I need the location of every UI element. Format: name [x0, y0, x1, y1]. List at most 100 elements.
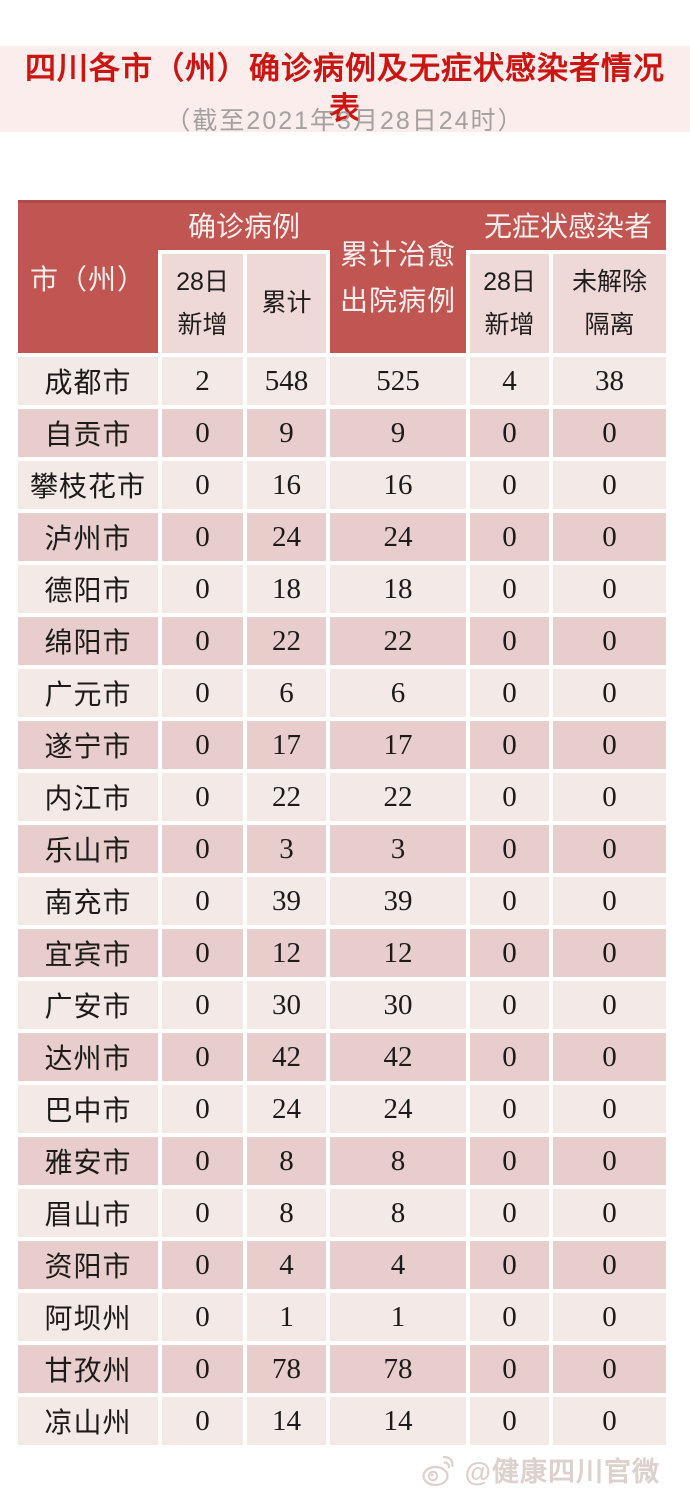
- not-released-quarantine-cell: 0: [553, 409, 666, 457]
- new-cases-cell: 0: [162, 721, 243, 769]
- asymptomatic-new-cell: 0: [470, 1189, 549, 1237]
- asymptomatic-new-cell: 0: [470, 1137, 549, 1185]
- city-cell: 巴中市: [18, 1085, 158, 1133]
- asymptomatic-new-cell: 0: [470, 773, 549, 821]
- table-row: 达州市 0 42 42 0 0: [18, 1033, 666, 1081]
- new-cases-cell: 0: [162, 565, 243, 613]
- cured-discharged-cell: 8: [330, 1189, 466, 1237]
- asymptomatic-new-cell: 0: [470, 1085, 549, 1133]
- cured-discharged-cell: 14: [330, 1397, 466, 1445]
- cured-discharged-cell: 22: [330, 617, 466, 665]
- cured-discharged-cell: 39: [330, 877, 466, 925]
- cumulative-cases-cell: 12: [247, 929, 326, 977]
- not-released-quarantine-cell: 0: [553, 669, 666, 717]
- city-cell: 广元市: [18, 669, 158, 717]
- page-subtitle: （截至2021年3月28日24时）: [165, 107, 525, 135]
- not-released-quarantine-cell: 0: [553, 721, 666, 769]
- asymptomatic-new-cell: 0: [470, 1345, 549, 1393]
- new-cases-cell: 0: [162, 409, 243, 457]
- cured-discharged-cell: 3: [330, 825, 466, 873]
- header-group-cured: 累计治愈 出院病例: [330, 200, 466, 353]
- new-cases-cell: 0: [162, 513, 243, 561]
- new-cases-cell: 0: [162, 825, 243, 873]
- cured-discharged-cell: 9: [330, 409, 466, 457]
- city-cell: 内江市: [18, 773, 158, 821]
- asymptomatic-new-cell: 0: [470, 1397, 549, 1445]
- cured-discharged-cell: 24: [330, 513, 466, 561]
- city-cell: 德阳市: [18, 565, 158, 613]
- city-cell: 甘孜州: [18, 1345, 158, 1393]
- cured-discharged-cell: 525: [330, 357, 466, 405]
- asymptomatic-new-cell: 4: [470, 357, 549, 405]
- cured-discharged-cell: 12: [330, 929, 466, 977]
- header-sub-new-confirmed: 28日 新增: [162, 254, 243, 353]
- city-cell: 宜宾市: [18, 929, 158, 977]
- asymptomatic-new-cell: 0: [470, 825, 549, 873]
- cumulative-cases-cell: 24: [247, 1085, 326, 1133]
- cumulative-cases-cell: 16: [247, 461, 326, 509]
- table-row: 雅安市 0 8 8 0 0: [18, 1137, 666, 1185]
- table-row: 遂宁市 0 17 17 0 0: [18, 721, 666, 769]
- header-sub-not-released: 未解除 隔离: [553, 254, 666, 353]
- not-released-quarantine-cell: 0: [553, 513, 666, 561]
- not-released-quarantine-cell: 0: [553, 1033, 666, 1081]
- new-cases-cell: 0: [162, 877, 243, 925]
- cured-discharged-cell: 18: [330, 565, 466, 613]
- cumulative-cases-cell: 3: [247, 825, 326, 873]
- asymptomatic-new-cell: 0: [470, 721, 549, 769]
- table-row: 广元市 0 6 6 0 0: [18, 669, 666, 717]
- cured-discharged-cell: 6: [330, 669, 466, 717]
- cumulative-cases-cell: 6: [247, 669, 326, 717]
- header-sub-new-asymptomatic-line2: 新增: [484, 310, 535, 339]
- cumulative-cases-cell: 24: [247, 513, 326, 561]
- not-released-quarantine-cell: 0: [553, 773, 666, 821]
- asymptomatic-new-cell: 0: [470, 565, 549, 613]
- new-cases-cell: 0: [162, 1085, 243, 1133]
- asymptomatic-new-cell: 0: [470, 877, 549, 925]
- cumulative-cases-cell: 1: [247, 1293, 326, 1341]
- new-cases-cell: 0: [162, 461, 243, 509]
- asymptomatic-new-cell: 0: [470, 669, 549, 717]
- header-sub-new-confirmed-line2: 新增: [177, 310, 228, 339]
- not-released-quarantine-cell: 0: [553, 1241, 666, 1289]
- asymptomatic-new-cell: 0: [470, 461, 549, 509]
- cumulative-cases-cell: 18: [247, 565, 326, 613]
- not-released-quarantine-cell: 0: [553, 1293, 666, 1341]
- table-header: 市（州） 确诊病例 累计治愈 出院病例 无症状感染者 28日 新增 累计 28日…: [18, 200, 666, 353]
- header-sub-new-asymptomatic: 28日 新增: [470, 254, 549, 353]
- table-row: 攀枝花市 0 16 16 0 0: [18, 461, 666, 509]
- new-cases-cell: 0: [162, 1293, 243, 1341]
- table-row: 阿坝州 0 1 1 0 0: [18, 1293, 666, 1341]
- new-cases-cell: 0: [162, 1241, 243, 1289]
- weibo-icon: [422, 1455, 454, 1486]
- title-wrap: 四川各市（州）确诊病例及无症状感染者情况表: [0, 46, 690, 132]
- city-cell: 凉山州: [18, 1397, 158, 1445]
- not-released-quarantine-cell: 0: [553, 1345, 666, 1393]
- not-released-quarantine-cell: 0: [553, 1137, 666, 1185]
- new-cases-cell: 0: [162, 1189, 243, 1237]
- city-cell: 攀枝花市: [18, 461, 158, 509]
- cured-discharged-cell: 1: [330, 1293, 466, 1341]
- header-sub-not-released-line2: 隔离: [584, 310, 635, 339]
- cured-discharged-cell: 22: [330, 773, 466, 821]
- table-row: 凉山州 0 14 14 0 0: [18, 1397, 666, 1445]
- cumulative-cases-cell: 22: [247, 773, 326, 821]
- not-released-quarantine-cell: 0: [553, 565, 666, 613]
- asymptomatic-new-cell: 0: [470, 513, 549, 561]
- table-row: 宜宾市 0 12 12 0 0: [18, 929, 666, 977]
- table-row: 绵阳市 0 22 22 0 0: [18, 617, 666, 665]
- city-cell: 自贡市: [18, 409, 158, 457]
- asymptomatic-new-cell: 0: [470, 981, 549, 1029]
- table-row: 泸州市 0 24 24 0 0: [18, 513, 666, 561]
- asymptomatic-new-cell: 0: [470, 617, 549, 665]
- new-cases-cell: 0: [162, 1137, 243, 1185]
- table-row: 乐山市 0 3 3 0 0: [18, 825, 666, 873]
- city-cell: 泸州市: [18, 513, 158, 561]
- cured-discharged-cell: 4: [330, 1241, 466, 1289]
- new-cases-cell: 0: [162, 1033, 243, 1081]
- new-cases-cell: 2: [162, 357, 243, 405]
- cured-discharged-cell: 8: [330, 1137, 466, 1185]
- header-group-cured-line2: 出院病例: [339, 285, 456, 316]
- not-released-quarantine-cell: 0: [553, 1397, 666, 1445]
- asymptomatic-new-cell: 0: [470, 929, 549, 977]
